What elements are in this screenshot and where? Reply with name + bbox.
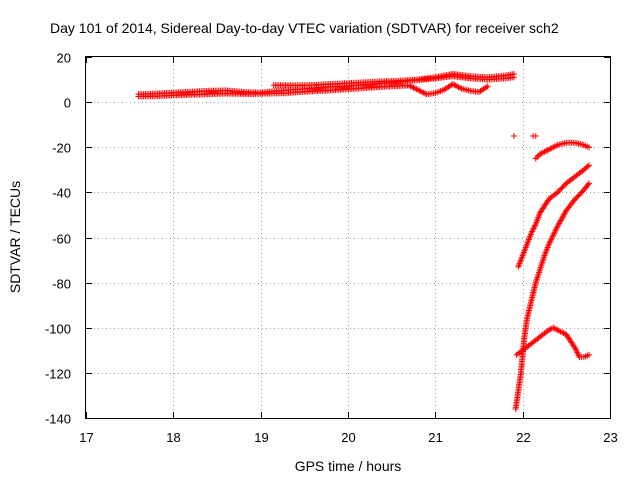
data-point-interp [584,181,591,188]
data-point [510,70,517,77]
x-tick-label: 23 [603,430,617,445]
data-point [484,83,491,90]
y-axis-label: SDTVAR / TECUs [7,181,23,293]
data-point-interp [416,87,423,94]
y-tick-label: 20 [57,51,71,66]
x-tick-label: 17 [79,430,93,445]
data-point-interp [584,163,591,170]
x-tick-label: 22 [516,430,530,445]
data-point [586,144,593,151]
y-tick-label: -140 [45,412,71,427]
x-tick-label: 21 [428,430,442,445]
x-tick-label: 18 [166,430,180,445]
data-point-interp [553,142,560,149]
y-tick-label: -60 [52,232,71,247]
data-point-interp [534,154,541,161]
x-tick-label: 19 [254,430,268,445]
data-point-interp [417,88,424,95]
y-tick-label: -80 [52,277,71,292]
data-points [135,70,593,412]
axis-ticks: 17 18 19 20 21 22 23 -140 -120 -100 -80 -60 -40 -20 0 2… [45,51,618,446]
data-point-interp [409,83,416,90]
data-point-interp [419,89,426,96]
data-point [510,132,517,139]
x-axis-label: GPS time / hours [295,458,402,474]
chart-title: Day 101 of 2014, Sidereal Day-to-day VTE… [50,20,559,36]
data-point-interp [413,86,420,93]
data-point-interp [483,84,490,91]
data-point [586,180,593,187]
data-point [586,351,593,358]
plot-frame [85,56,611,419]
data-point-interp [420,89,427,96]
x-tick-label: 20 [341,430,355,445]
data-point-interp [410,84,417,91]
data-point [532,132,539,139]
data-point-interp [407,83,414,90]
data-point [406,82,413,89]
y-tick-label: -40 [52,186,71,201]
data-point [586,162,593,169]
data-point [532,155,539,162]
data-point-interp [457,84,464,91]
data-point-interp [411,85,418,92]
y-tick-label: -100 [45,322,71,337]
y-tick-label: -120 [45,367,71,382]
y-tick-label: 0 [64,96,71,111]
data-point-interp [414,86,421,93]
y-tick-label: -20 [52,141,71,156]
